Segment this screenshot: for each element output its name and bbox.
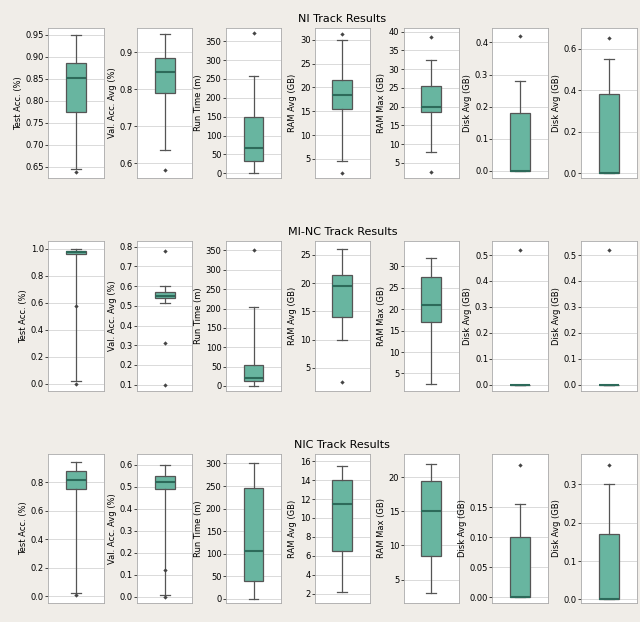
Y-axis label: Test Acc. (%): Test Acc. (%) <box>13 76 22 130</box>
PathPatch shape <box>333 80 352 109</box>
PathPatch shape <box>599 95 619 174</box>
Y-axis label: RAM Max (GB): RAM Max (GB) <box>377 285 386 346</box>
Y-axis label: Disk Avg (GB): Disk Avg (GB) <box>458 499 467 557</box>
Y-axis label: Val. Acc. Avg (%): Val. Acc. Avg (%) <box>108 281 116 351</box>
PathPatch shape <box>244 488 264 581</box>
Y-axis label: RAM Avg (GB): RAM Avg (GB) <box>288 499 297 557</box>
Title: NIC Track Results: NIC Track Results <box>294 440 390 450</box>
PathPatch shape <box>421 481 441 555</box>
Y-axis label: RAM Max (GB): RAM Max (GB) <box>377 498 386 559</box>
Y-axis label: RAM Max (GB): RAM Max (GB) <box>377 73 386 133</box>
Y-axis label: RAM Avg (GB): RAM Avg (GB) <box>288 74 297 132</box>
Y-axis label: Val. Acc. Avg (%): Val. Acc. Avg (%) <box>108 493 116 564</box>
Y-axis label: Val. Acc. Avg (%): Val. Acc. Avg (%) <box>108 68 116 138</box>
PathPatch shape <box>66 251 86 254</box>
PathPatch shape <box>155 292 175 298</box>
PathPatch shape <box>599 534 619 600</box>
Y-axis label: Disk Avg (GB): Disk Avg (GB) <box>463 287 472 345</box>
PathPatch shape <box>244 117 264 161</box>
PathPatch shape <box>421 277 441 322</box>
PathPatch shape <box>244 364 264 381</box>
PathPatch shape <box>421 86 441 112</box>
Title: MI-NC Track Results: MI-NC Track Results <box>287 227 397 237</box>
Y-axis label: Disk Avg (GB): Disk Avg (GB) <box>552 287 561 345</box>
Y-axis label: RAM Avg (GB): RAM Avg (GB) <box>288 287 297 345</box>
Y-axis label: Run Time (m): Run Time (m) <box>194 500 203 557</box>
Y-axis label: Disk Avg (GB): Disk Avg (GB) <box>552 74 561 132</box>
Y-axis label: Disk Avg (GB): Disk Avg (GB) <box>552 499 561 557</box>
PathPatch shape <box>333 480 352 551</box>
Y-axis label: Test Acc. (%): Test Acc. (%) <box>19 289 28 343</box>
PathPatch shape <box>510 113 530 171</box>
PathPatch shape <box>66 471 86 489</box>
Y-axis label: Run Time (m): Run Time (m) <box>194 75 203 131</box>
PathPatch shape <box>333 275 352 317</box>
Y-axis label: Run Time (m): Run Time (m) <box>194 287 203 344</box>
PathPatch shape <box>510 537 530 597</box>
Y-axis label: Test Acc. (%): Test Acc. (%) <box>19 501 28 555</box>
PathPatch shape <box>155 476 175 489</box>
PathPatch shape <box>66 63 86 112</box>
Title: NI Track Results: NI Track Results <box>298 14 387 24</box>
PathPatch shape <box>155 58 175 93</box>
Y-axis label: Disk Avg (GB): Disk Avg (GB) <box>463 74 472 132</box>
